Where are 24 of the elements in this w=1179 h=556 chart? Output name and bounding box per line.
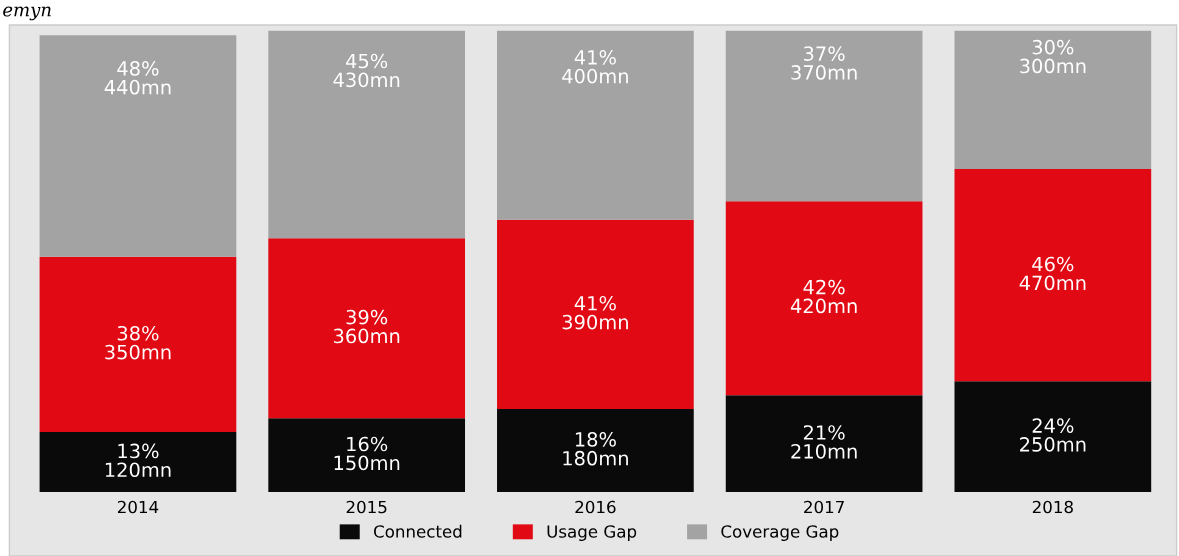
data-label: 41% 400mn (562, 49, 628, 84)
data-label: 21% 210mn (791, 425, 857, 459)
data-label: 45% 430mn (333, 53, 400, 88)
text: emyn (3, 6, 51, 21)
data-label: 24% 250mn (1020, 418, 1086, 452)
data-label: 42% 420mn (790, 279, 857, 314)
data-label: 38% 350mn (105, 325, 171, 360)
x-tick-label: 2016 (575, 500, 616, 514)
x-tick-label: 2015 (346, 500, 387, 514)
legend-label: Coverage Gap (721, 525, 839, 541)
data-label: 46% 470mn (1019, 256, 1086, 291)
data-label: 37% 370mn (791, 46, 857, 80)
x-tick-label: 2017 (804, 500, 844, 514)
data-label: 16% 150mn (334, 436, 400, 471)
data-label: 30% 300mn (1020, 39, 1086, 74)
data-label: 18% 180mn (563, 432, 628, 466)
x-tick-label: 2014 (117, 500, 159, 514)
legend-label: Usage Gap (547, 525, 637, 541)
data-label: 41% 390mn (562, 295, 628, 330)
legend-label: Connected (373, 524, 462, 538)
data-label: 13% 120mn (105, 443, 171, 478)
data-label: 48% 440mn (104, 61, 171, 95)
x-tick-label: 2018 (1032, 500, 1073, 514)
data-label: 39% 360mn (333, 309, 400, 344)
